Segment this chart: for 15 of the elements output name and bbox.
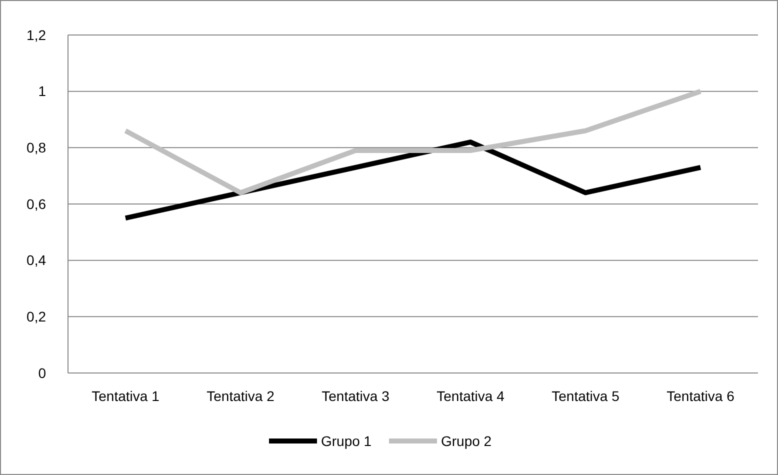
x-tick-label: Tentativa 3 — [322, 388, 390, 404]
y-tick-label: 1,2 — [26, 26, 46, 43]
y-tick-label: 0 — [38, 364, 46, 381]
x-tick-label: Tentativa 2 — [206, 388, 275, 404]
x-tick-label: Tentativa 1 — [92, 388, 160, 404]
y-tick-label: 1 — [38, 83, 46, 100]
y-tick-label: 0,8 — [26, 140, 46, 156]
x-tick-label: Tentativa 5 — [552, 388, 620, 404]
legend-label: Grupo 2 — [441, 432, 492, 449]
legend-label: Grupo 1 — [321, 432, 372, 449]
x-tick-label: Tentativa 6 — [666, 388, 735, 404]
y-tick-label: 0,6 — [26, 196, 46, 212]
y-tick-label: 0,2 — [26, 308, 46, 325]
y-tick-label: 0,4 — [26, 252, 46, 268]
x-tick-label: Tentativa 4 — [436, 388, 505, 404]
